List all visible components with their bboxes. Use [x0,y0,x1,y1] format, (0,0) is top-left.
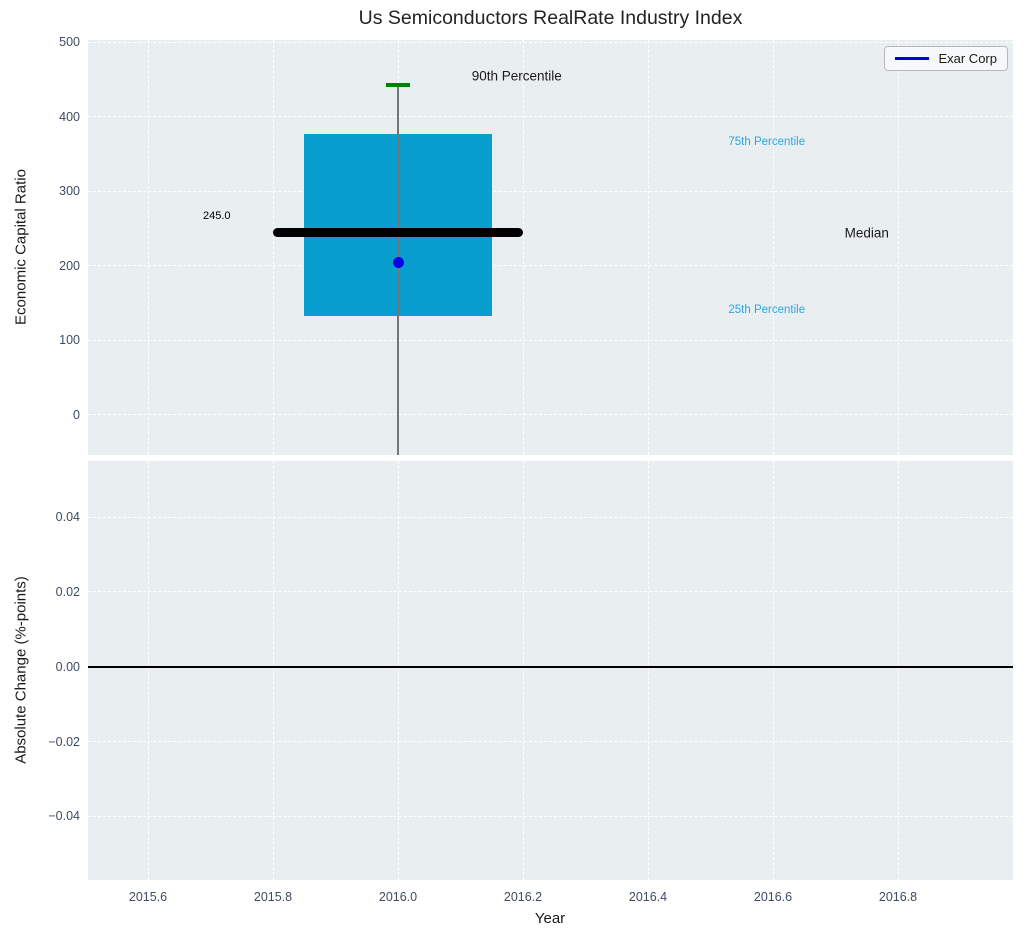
x-tick-label: 2016.4 [628,890,668,904]
y-tick-label: 0.00 [55,659,80,674]
x-axis-label: Year [534,910,566,927]
company-dot [392,256,404,268]
gridline [88,41,1013,43]
y-tick-label: −0.02 [48,734,80,749]
gridline [647,40,649,455]
zero-reference-line [88,665,1013,668]
gridline [88,414,1013,416]
gridline [522,461,524,880]
gridline [88,591,1013,593]
gridline [147,461,149,880]
y-tick-label: 300 [59,184,80,199]
gridline [397,461,399,880]
annotation-label: 245.0 [202,209,231,222]
y-tick-label: 0 [73,407,80,422]
gridline [147,40,149,455]
annotation-label: 75th Percentile [728,136,806,149]
gridline [88,265,1013,267]
x-tick-label: 2016.6 [753,890,793,904]
gridline [272,40,274,455]
legend-line-icon [895,57,930,60]
gridline [897,461,899,880]
gridline [88,516,1013,518]
annotation-label: Median [844,225,889,241]
y-tick-label: 0.04 [55,510,80,525]
y-tick-label: 100 [59,333,80,348]
annotation-label: 90th Percentile [471,68,562,84]
chart-title: Us Semiconductors RealRate Industry Inde… [358,7,743,29]
gridline [88,815,1013,817]
whisker-line [397,84,399,455]
gridline [88,116,1013,118]
x-tick-label: 2016.2 [503,890,543,904]
gridline [88,190,1013,192]
x-tick-label: 2015.6 [128,890,168,904]
legend: Exar Corp [884,46,1008,71]
gridline [772,461,774,880]
annotation-label: 25th Percentile [728,303,806,316]
p90-cap-line [386,82,410,87]
gridline [897,40,899,455]
bottom-axes-panel [88,461,1013,880]
gridline [522,40,524,455]
gridline [772,40,774,455]
x-tick-label: 2016.8 [878,890,918,904]
gridline [88,339,1013,341]
gridline [272,461,274,880]
x-tick-label: 2016.0 [378,890,418,904]
top-axes-panel: Exar Corp 245.0 90th Percentile 75th Perce… [88,40,1013,455]
gridline [88,741,1013,743]
y-tick-label: 500 [59,35,80,50]
y-tick-label: 400 [59,109,80,124]
y-tick-label: −0.04 [48,809,80,824]
y-tick-label: 0.02 [55,584,80,599]
legend-label: Exar Corp [938,51,997,66]
median-line [273,227,523,237]
gridline [647,461,649,880]
x-tick-label: 2015.8 [253,890,293,904]
y-tick-label: 200 [59,258,80,273]
